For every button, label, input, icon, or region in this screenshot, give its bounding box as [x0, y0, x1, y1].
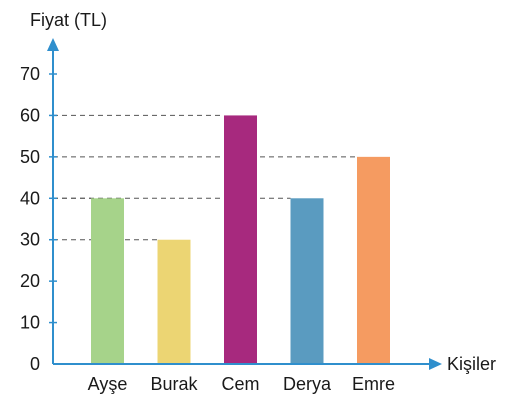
y-tick-label: 20 — [20, 271, 40, 291]
axes — [47, 38, 442, 370]
category-label: Derya — [283, 374, 332, 394]
x-axis-title: Kişiler — [447, 354, 496, 374]
y-tick-label: 40 — [20, 188, 40, 208]
category-label: Burak — [150, 374, 198, 394]
y-ticks: 0 10 20 30 40 50 60 70 — [20, 64, 57, 374]
category-label: Cem — [221, 374, 259, 394]
y-tick-label: 30 — [20, 230, 40, 250]
y-axis-arrow-icon — [47, 38, 59, 51]
category-label: Emre — [352, 374, 395, 394]
bar — [91, 198, 124, 364]
y-axis-title: Fiyat (TL) — [30, 10, 107, 30]
y-tick-label: 0 — [30, 354, 40, 374]
y-tick-label: 10 — [20, 313, 40, 333]
x-axis-arrow-icon — [429, 358, 442, 370]
bar — [157, 239, 191, 364]
bar — [357, 156, 390, 364]
bar — [290, 198, 324, 364]
y-tick-label: 60 — [20, 105, 40, 125]
bars — [91, 115, 390, 364]
bar — [224, 115, 257, 364]
y-tick-label: 50 — [20, 147, 40, 167]
x-tick-labels: Ayşe Burak Cem Derya Emre — [88, 374, 395, 394]
y-tick-label: 70 — [20, 64, 40, 84]
category-label: Ayşe — [88, 374, 128, 394]
